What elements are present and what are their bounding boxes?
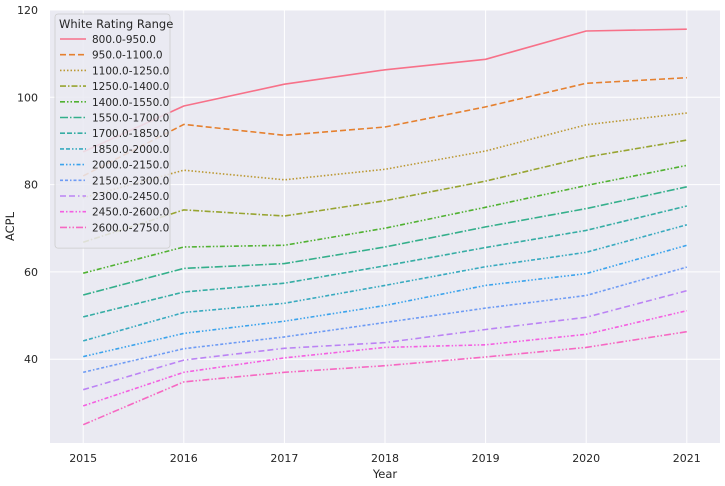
y-tick-label: 40 [24, 353, 38, 366]
legend-label: 2450.0-2600.0 [92, 207, 169, 219]
y-tick-label: 100 [17, 91, 38, 104]
x-tick-label: 2020 [572, 452, 600, 465]
x-tick-label: 2019 [472, 452, 500, 465]
x-tick-label: 2015 [69, 452, 97, 465]
x-tick-label: 2016 [170, 452, 198, 465]
series-line-1 [82, 76, 687, 177]
x-tick-label: 2018 [371, 452, 399, 465]
series-line-0 [82, 28, 687, 153]
series-line-6 [83, 205, 687, 318]
legend-title: White Rating Range [59, 17, 173, 31]
legend-label: 1400.0-1550.0 [92, 97, 169, 109]
legend-label: 1100.0-1250.0 [92, 65, 169, 77]
legend-label: 800.0-950.0 [92, 34, 156, 46]
legend-label: 2000.0-2150.0 [92, 160, 169, 172]
y-tick-label: 60 [24, 266, 38, 279]
x-tick-label: 2017 [270, 452, 298, 465]
series-line-12 [82, 330, 687, 426]
legend-items: 800.0-950.0 950.0-1100.0 1100.0-1250.0 1250… [60, 34, 169, 234]
series-line-10 [82, 289, 688, 391]
legend-label: 2600.0-2750.0 [92, 222, 169, 234]
legend-label: 2150.0-2300.0 [92, 175, 169, 187]
legend-label: 950.0-1100.0 [92, 50, 163, 62]
series-line-11 [82, 309, 687, 407]
series-lines [82, 28, 688, 426]
y-tick-label: 120 [17, 4, 38, 17]
legend-label: 1250.0-1400.0 [92, 81, 169, 93]
gridlines [50, 9, 720, 443]
legend-box [54, 13, 171, 249]
legend-label: 1850.0-2000.0 [92, 144, 169, 156]
x-tick-label: 2021 [673, 452, 701, 465]
series-line-3 [82, 139, 687, 243]
x-axis-label: Year [372, 467, 398, 481]
legend-label: 2300.0-2450.0 [92, 191, 169, 203]
y-tick-label: 80 [24, 179, 38, 192]
y-tick-labels: 40 60 80 100 120 [17, 4, 38, 366]
series-line-4 [82, 164, 687, 274]
legend-label: 1700.0-1850.0 [92, 128, 169, 140]
y-axis-label: ACPL [3, 211, 17, 241]
legend-label: 1550.0-1700.0 [92, 113, 169, 125]
series-line-7 [82, 224, 688, 342]
legend: White Rating Range 800.0-950.0 950.0-1100… [54, 13, 173, 249]
x-tick-labels: 2015 2016 2017 2018 2019 2020 2021 [69, 452, 701, 465]
